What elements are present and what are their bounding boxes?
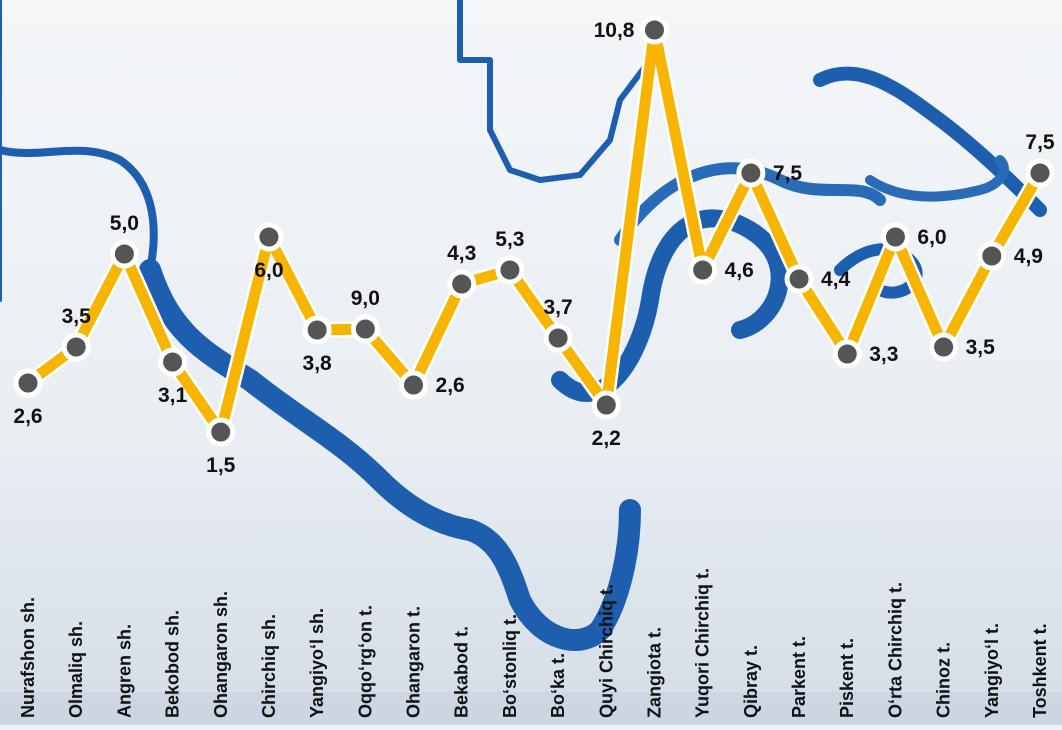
river-shape (0, 146, 158, 274)
data-label: 10,8 (594, 19, 635, 42)
data-point (302, 315, 332, 345)
category-label: Bo‘ka t. (548, 653, 568, 718)
data-point (350, 314, 380, 344)
data-point (206, 417, 236, 447)
border-line (457, 0, 653, 183)
data-label: 3,1 (158, 384, 188, 407)
series-marker-layer (13, 15, 1055, 447)
data-point (880, 222, 910, 252)
category-label: Angren sh. (114, 624, 134, 718)
data-point (832, 339, 862, 369)
data-point (591, 390, 621, 420)
category-axis-labels: Nurafshon sh. Olmaliq sh. Angren sh. Bekobo… (18, 568, 1050, 718)
data-point (495, 255, 525, 285)
category-label: Chinoz t. (934, 642, 954, 718)
category-label: Zangiota t. (644, 627, 664, 718)
data-label: 2,6 (13, 405, 42, 428)
data-label: 4,6 (725, 259, 754, 282)
category-label: Ohangaron sh. (211, 591, 231, 718)
data-label: 4,4 (821, 268, 851, 291)
data-label-layer: 2,6 3,5 5,0 3,1 1,5 6,0 3,8 9,0 2,6 4,3 5,3 3,7 2,2 1… (13, 19, 1055, 477)
river-shape (865, 155, 1009, 202)
category-label: Yuqori Chirchiq t. (693, 568, 713, 718)
data-point (784, 264, 814, 294)
data-point (109, 239, 139, 269)
data-label: 7,5 (773, 162, 803, 185)
category-label: Bekobod sh. (163, 610, 183, 718)
data-label: 4,9 (1014, 245, 1043, 268)
data-label: 3,5 (966, 336, 996, 359)
river-shape (614, 162, 886, 246)
data-point (639, 15, 669, 45)
category-label: Bo‘stonliq t. (500, 614, 520, 718)
river-shape (813, 66, 1047, 217)
data-point (977, 241, 1007, 271)
river-shape (139, 259, 641, 651)
series-line (24, 24, 1045, 438)
bottom-strip (0, 692, 1062, 725)
data-point (447, 269, 477, 299)
data-label: 5,3 (495, 228, 524, 251)
data-label: 7,5 (1025, 131, 1055, 154)
data-label: 2,6 (436, 374, 465, 397)
category-label: Chirchiq sh. (259, 614, 279, 718)
data-point (254, 222, 284, 252)
category-label: Ohangaron t. (404, 606, 424, 718)
data-point (158, 347, 188, 377)
category-label: Piskent t. (837, 638, 857, 718)
category-label: Yangiyo‘l sh. (307, 608, 327, 718)
category-label: Bekabod t. (452, 626, 472, 718)
data-point (929, 332, 959, 362)
category-label: Parkent t. (789, 636, 809, 718)
category-label: Yangiyo‘l t. (982, 623, 1002, 718)
data-label: 3,8 (303, 352, 333, 375)
data-label: 1,5 (206, 454, 236, 477)
data-point (736, 158, 766, 188)
data-label: 3,5 (62, 305, 92, 328)
category-label: Olmaliq sh. (66, 621, 86, 718)
data-point (688, 255, 718, 285)
data-label: 3,3 (869, 343, 898, 366)
data-point (543, 323, 573, 353)
category-label: Qibray t. (741, 645, 761, 718)
data-label: 9,0 (351, 287, 380, 310)
data-label: 6,0 (254, 259, 283, 282)
data-point (1025, 158, 1055, 188)
data-point (13, 368, 43, 398)
data-label: 5,0 (110, 212, 139, 235)
category-label: Nurafshon sh. (18, 597, 38, 718)
category-label: Quyi Chirchiq t. (596, 584, 616, 718)
data-label: 3,7 (543, 296, 572, 319)
data-point (61, 332, 91, 362)
series-line-layer (23, 22, 1047, 440)
data-label: 4,3 (447, 242, 476, 265)
data-label: 6,0 (917, 226, 946, 249)
category-label: Toshkent t. (1030, 623, 1050, 718)
category-label: O‘rta Chirchiq t. (885, 582, 905, 718)
category-label: Oqqo‘rg‘on t. (355, 605, 375, 718)
data-label: 2,2 (592, 427, 621, 450)
data-point (399, 370, 429, 400)
